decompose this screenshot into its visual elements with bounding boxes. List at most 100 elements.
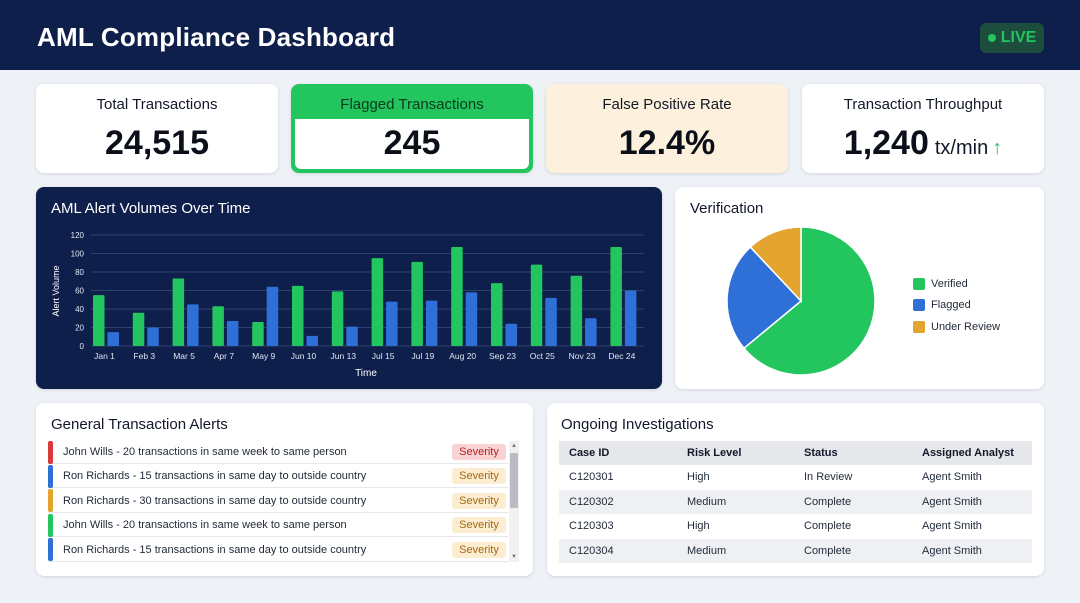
x-tick-label: Mar 5 xyxy=(173,351,195,361)
y-tick-label: 60 xyxy=(75,287,84,296)
alert-list-item[interactable]: Ron Richards - 15 transactions in same d… xyxy=(48,464,508,489)
x-tick-label: Jul 15 xyxy=(372,351,395,361)
kpi-flagged-transactions[interactable]: Flagged Transactions 245 xyxy=(291,84,533,173)
alert-list-item[interactable]: Ron Richards - 30 transactions in same d… xyxy=(48,489,508,513)
x-tick-label: Aug 20 xyxy=(449,351,476,361)
scroll-down-icon[interactable]: ▼ xyxy=(511,554,517,560)
bar-green xyxy=(331,291,344,346)
bar-green xyxy=(93,295,105,346)
legend-label: Flagged xyxy=(931,299,971,312)
transaction-alerts-card: General Transaction Alerts xyxy=(36,403,533,576)
kpi-transaction-throughput[interactable]: Transaction Throughput 1,240 tx/min ↑ xyxy=(802,84,1044,173)
cell-status: Complete xyxy=(794,538,912,563)
chart-title: AML Alert Volumes Over Time xyxy=(51,200,251,217)
x-tick-label: Nov 23 xyxy=(569,351,596,361)
severity-badge: Severity xyxy=(452,541,506,558)
legend-swatch xyxy=(913,299,925,312)
cell-analyst: Agent Smith xyxy=(922,471,982,484)
alert-list-item[interactable]: Ron Richards - 15 transactions in same d… xyxy=(48,538,508,562)
bar-green xyxy=(570,275,583,346)
x-tick-label: Jun 10 xyxy=(291,351,317,361)
bar-blue xyxy=(545,297,557,346)
bar-green xyxy=(132,312,145,346)
alert-color-marker xyxy=(48,513,53,537)
bar-blue xyxy=(107,332,119,346)
alerts-scrollbar[interactable]: ▲ ▼ xyxy=(509,441,519,562)
alert-color-marker xyxy=(48,440,53,464)
pie-legend: Verified Flagged Under Review xyxy=(913,273,1000,338)
cell-status: Complete xyxy=(794,489,912,514)
kpi-false-positive-rate[interactable]: False Positive Rate 12.4% xyxy=(546,84,788,173)
legend-swatch xyxy=(913,277,925,290)
x-tick-label: Sep 23 xyxy=(489,351,516,361)
pie-slice-under-review xyxy=(749,226,802,303)
cell-case-id: C120303 xyxy=(569,520,614,533)
table-row[interactable]: C120304 Medium Complete Agent Smith xyxy=(559,538,1032,563)
alert-color-marker xyxy=(48,464,53,488)
bar-green xyxy=(491,283,503,346)
alert-volume-chart-card: AML Alert Volumes Over Time 0 20 40 60 80 100… xyxy=(36,187,662,389)
cell-case-id: C120301 xyxy=(569,471,614,484)
scroll-up-icon[interactable]: ▲ xyxy=(511,443,517,449)
alert-list-item[interactable]: John Wills - 20 transactions in same wee… xyxy=(48,440,508,464)
x-tick-label: Apr 7 xyxy=(214,351,235,361)
investigations-title: Ongoing Investigations xyxy=(561,416,714,433)
kpi-unit: tx/min xyxy=(934,137,989,159)
alert-text: John Wills - 20 transactions in same wee… xyxy=(63,519,347,532)
severity-badge: Severity xyxy=(452,517,506,534)
x-axis-label: Time xyxy=(355,368,377,379)
column-header-assigned-analyst[interactable]: Assigned Analyst xyxy=(912,441,1032,465)
alert-list-item[interactable]: John Wills - 20 transactions in same wee… xyxy=(48,513,508,538)
verification-pie-chart xyxy=(726,226,876,376)
legend-swatch xyxy=(913,320,925,333)
verification-chart-card: Verification Verified Flagged Under Revi… xyxy=(675,187,1044,389)
bar-green xyxy=(252,321,264,346)
pie-slice-flagged xyxy=(726,245,803,350)
bar-green xyxy=(371,258,384,346)
kpi-value: 245 xyxy=(383,124,441,162)
column-header-status[interactable]: Status xyxy=(794,441,912,465)
kpi-value: 1,240 xyxy=(843,124,929,162)
pie-title: Verification xyxy=(690,200,764,217)
bar-blue xyxy=(425,300,438,346)
bar-blue xyxy=(505,323,517,346)
legend-label: Under Review xyxy=(931,320,1001,333)
investigations-table: Case ID Risk Level Status Assigned Analy… xyxy=(559,441,1032,563)
live-badge: LIVE xyxy=(980,23,1044,53)
bar-green xyxy=(411,261,423,346)
alert-color-marker xyxy=(48,538,53,562)
cell-case-id: C120304 xyxy=(559,538,677,563)
table-row[interactable]: C120302 Medium Complete Agent Smith xyxy=(559,489,1032,514)
x-tick-label: Dec 24 xyxy=(608,351,635,361)
alert-text: Ron Richards - 30 transactions in same d… xyxy=(63,494,367,507)
cell-analyst: Agent Smith xyxy=(912,538,1032,563)
column-header-case-id[interactable]: Case ID xyxy=(559,441,677,465)
alert-color-marker xyxy=(48,489,53,513)
kpi-total-transactions[interactable]: Total Transactions 24,515 xyxy=(36,84,278,173)
table-row[interactable]: C120301 High In Review Agent Smith xyxy=(559,465,1032,490)
alert-text: John Wills - 20 transactions in same wee… xyxy=(63,446,347,458)
arrow-up-icon: ↑ xyxy=(992,137,1003,159)
x-tick-label: Jul 19 xyxy=(412,351,435,361)
y-tick-label: 40 xyxy=(75,305,84,314)
bar-blue xyxy=(187,304,199,346)
bar-blue xyxy=(624,290,637,346)
kpi-value-row: 1,240 tx/min ↑ xyxy=(802,124,1044,163)
y-tick-label: 100 xyxy=(71,250,85,259)
x-tick-label: Jan 1 xyxy=(94,351,115,361)
table-row[interactable]: C120303 High Complete Agent Smith xyxy=(559,514,1032,539)
alert-volume-bar-chart: 0 20 40 60 80 100 120 Jan 1 Feb 3 Mar 5 Apr 7 May 9… xyxy=(51,231,644,379)
scrollbar-thumb[interactable] xyxy=(510,453,518,508)
x-tick-label: Feb 3 xyxy=(133,351,155,361)
legend-item-flagged: Flagged xyxy=(913,295,1000,317)
legend-item-verified: Verified xyxy=(913,273,1000,295)
column-header-risk-level[interactable]: Risk Level xyxy=(677,441,794,465)
bar-blue xyxy=(585,318,597,346)
x-tick-label: Jun 13 xyxy=(331,351,357,361)
kpi-label: Flagged Transactions xyxy=(340,96,484,113)
bar-green xyxy=(292,285,304,346)
live-label: LIVE xyxy=(1000,29,1037,46)
kpi-label: False Positive Rate xyxy=(602,96,732,113)
bar-green xyxy=(530,264,543,346)
bar-green xyxy=(451,247,463,346)
